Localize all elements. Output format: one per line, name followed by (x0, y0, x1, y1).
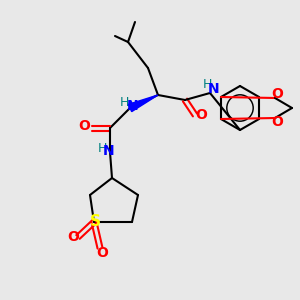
Text: S: S (89, 214, 100, 230)
Text: H: H (202, 79, 212, 92)
Text: O: O (96, 246, 108, 260)
Text: H: H (97, 142, 107, 154)
Polygon shape (128, 95, 158, 112)
Text: O: O (67, 230, 79, 244)
Text: N: N (208, 82, 220, 96)
Text: H: H (119, 97, 129, 110)
Text: O: O (78, 119, 90, 133)
Text: O: O (195, 108, 207, 122)
Text: N: N (103, 144, 115, 158)
Text: N: N (127, 99, 139, 113)
Text: O: O (271, 87, 283, 101)
Text: O: O (271, 115, 283, 129)
